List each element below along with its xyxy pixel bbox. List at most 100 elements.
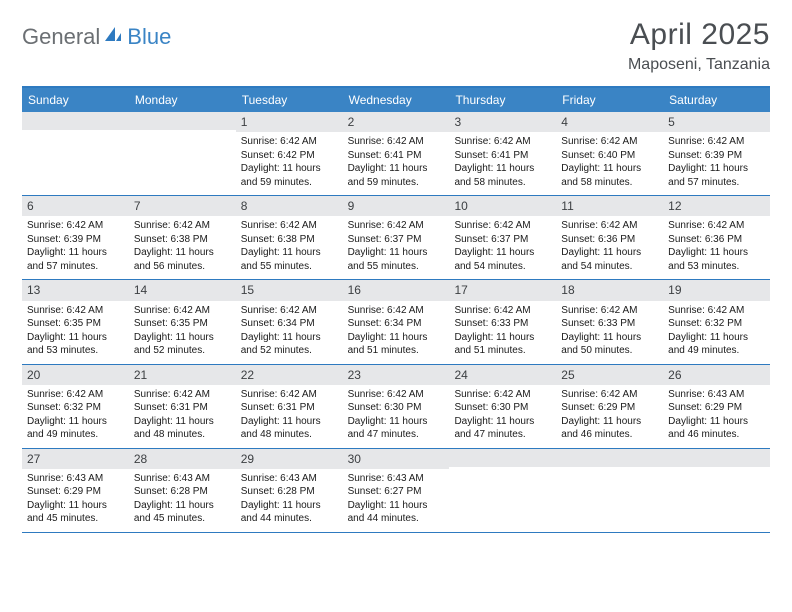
sunset-text: Sunset: 6:41 PM xyxy=(348,149,445,163)
day-details: Sunrise: 6:42 AMSunset: 6:38 PMDaylight:… xyxy=(129,216,236,279)
day-number: 15 xyxy=(236,280,343,300)
dow-friday: Friday xyxy=(556,88,663,112)
day-details: Sunrise: 6:42 AMSunset: 6:31 PMDaylight:… xyxy=(236,385,343,448)
day-details xyxy=(449,467,556,527)
day-number: 29 xyxy=(236,449,343,469)
day-number: 10 xyxy=(449,196,556,216)
day-details: Sunrise: 6:43 AMSunset: 6:28 PMDaylight:… xyxy=(236,469,343,532)
day-cell: 25Sunrise: 6:42 AMSunset: 6:29 PMDayligh… xyxy=(556,365,663,448)
sunset-text: Sunset: 6:35 PM xyxy=(134,317,231,331)
day-cell: 11Sunrise: 6:42 AMSunset: 6:36 PMDayligh… xyxy=(556,196,663,279)
day-cell: 24Sunrise: 6:42 AMSunset: 6:30 PMDayligh… xyxy=(449,365,556,448)
sunset-text: Sunset: 6:39 PM xyxy=(27,233,124,247)
sunrise-text: Sunrise: 6:42 AM xyxy=(241,304,338,318)
sunrise-text: Sunrise: 6:42 AM xyxy=(454,304,551,318)
sunrise-text: Sunrise: 6:42 AM xyxy=(134,388,231,402)
day-cell: 15Sunrise: 6:42 AMSunset: 6:34 PMDayligh… xyxy=(236,280,343,363)
sunrise-text: Sunrise: 6:43 AM xyxy=(668,388,765,402)
day-details xyxy=(22,130,129,190)
brand-sail-icon xyxy=(103,25,123,50)
day-number xyxy=(129,112,236,130)
day-details: Sunrise: 6:42 AMSunset: 6:37 PMDaylight:… xyxy=(449,216,556,279)
day-details: Sunrise: 6:42 AMSunset: 6:40 PMDaylight:… xyxy=(556,132,663,195)
day-number: 3 xyxy=(449,112,556,132)
day-cell: 28Sunrise: 6:43 AMSunset: 6:28 PMDayligh… xyxy=(129,449,236,532)
sunrise-text: Sunrise: 6:42 AM xyxy=(668,135,765,149)
sunrise-text: Sunrise: 6:42 AM xyxy=(348,135,445,149)
sunrise-text: Sunrise: 6:42 AM xyxy=(27,219,124,233)
day-details: Sunrise: 6:42 AMSunset: 6:39 PMDaylight:… xyxy=(22,216,129,279)
location-text: Maposeni, Tanzania xyxy=(628,56,770,74)
day-cell: 27Sunrise: 6:43 AMSunset: 6:29 PMDayligh… xyxy=(22,449,129,532)
dow-monday: Monday xyxy=(129,88,236,112)
sunrise-text: Sunrise: 6:42 AM xyxy=(561,304,658,318)
day-cell: 12Sunrise: 6:42 AMSunset: 6:36 PMDayligh… xyxy=(663,196,770,279)
daylight-text: Daylight: 11 hours and 51 minutes. xyxy=(454,331,551,358)
day-number: 21 xyxy=(129,365,236,385)
day-cell: 16Sunrise: 6:42 AMSunset: 6:34 PMDayligh… xyxy=(343,280,450,363)
day-cell: 30Sunrise: 6:43 AMSunset: 6:27 PMDayligh… xyxy=(343,449,450,532)
day-number: 11 xyxy=(556,196,663,216)
calendar-page: General Blue April 2025 Maposeni, Tanzan… xyxy=(0,0,792,543)
sunrise-text: Sunrise: 6:42 AM xyxy=(348,388,445,402)
day-cell xyxy=(22,112,129,195)
sunset-text: Sunset: 6:30 PM xyxy=(348,401,445,415)
day-cell: 10Sunrise: 6:42 AMSunset: 6:37 PMDayligh… xyxy=(449,196,556,279)
day-number: 7 xyxy=(129,196,236,216)
day-details: Sunrise: 6:42 AMSunset: 6:34 PMDaylight:… xyxy=(343,301,450,364)
week-row: 13Sunrise: 6:42 AMSunset: 6:35 PMDayligh… xyxy=(22,280,770,364)
day-cell: 18Sunrise: 6:42 AMSunset: 6:33 PMDayligh… xyxy=(556,280,663,363)
day-number: 5 xyxy=(663,112,770,132)
day-cell xyxy=(663,449,770,532)
brand-text-general: General xyxy=(22,24,100,50)
title-block: April 2025 Maposeni, Tanzania xyxy=(628,18,770,74)
sunrise-text: Sunrise: 6:42 AM xyxy=(348,304,445,318)
day-details: Sunrise: 6:42 AMSunset: 6:35 PMDaylight:… xyxy=(22,301,129,364)
day-details: Sunrise: 6:42 AMSunset: 6:32 PMDaylight:… xyxy=(663,301,770,364)
day-number: 8 xyxy=(236,196,343,216)
day-cell: 7Sunrise: 6:42 AMSunset: 6:38 PMDaylight… xyxy=(129,196,236,279)
day-details: Sunrise: 6:42 AMSunset: 6:30 PMDaylight:… xyxy=(449,385,556,448)
daylight-text: Daylight: 11 hours and 55 minutes. xyxy=(348,246,445,273)
daylight-text: Daylight: 11 hours and 52 minutes. xyxy=(134,331,231,358)
day-cell: 6Sunrise: 6:42 AMSunset: 6:39 PMDaylight… xyxy=(22,196,129,279)
day-cell: 29Sunrise: 6:43 AMSunset: 6:28 PMDayligh… xyxy=(236,449,343,532)
day-details: Sunrise: 6:42 AMSunset: 6:35 PMDaylight:… xyxy=(129,301,236,364)
day-cell: 21Sunrise: 6:42 AMSunset: 6:31 PMDayligh… xyxy=(129,365,236,448)
day-of-week-row: Sunday Monday Tuesday Wednesday Thursday… xyxy=(22,88,770,112)
day-cell: 14Sunrise: 6:42 AMSunset: 6:35 PMDayligh… xyxy=(129,280,236,363)
sunset-text: Sunset: 6:29 PM xyxy=(561,401,658,415)
calendar-grid: Sunday Monday Tuesday Wednesday Thursday… xyxy=(22,86,770,533)
week-row: 6Sunrise: 6:42 AMSunset: 6:39 PMDaylight… xyxy=(22,196,770,280)
sunset-text: Sunset: 6:33 PM xyxy=(561,317,658,331)
day-number: 14 xyxy=(129,280,236,300)
sunrise-text: Sunrise: 6:42 AM xyxy=(27,304,124,318)
sunrise-text: Sunrise: 6:42 AM xyxy=(454,135,551,149)
sunrise-text: Sunrise: 6:43 AM xyxy=(348,472,445,486)
sunset-text: Sunset: 6:31 PM xyxy=(241,401,338,415)
day-cell: 26Sunrise: 6:43 AMSunset: 6:29 PMDayligh… xyxy=(663,365,770,448)
daylight-text: Daylight: 11 hours and 53 minutes. xyxy=(27,331,124,358)
day-details: Sunrise: 6:42 AMSunset: 6:30 PMDaylight:… xyxy=(343,385,450,448)
sunrise-text: Sunrise: 6:42 AM xyxy=(27,388,124,402)
daylight-text: Daylight: 11 hours and 50 minutes. xyxy=(561,331,658,358)
brand-text-blue: Blue xyxy=(127,24,171,50)
day-details xyxy=(129,130,236,190)
day-number: 17 xyxy=(449,280,556,300)
daylight-text: Daylight: 11 hours and 44 minutes. xyxy=(241,499,338,526)
daylight-text: Daylight: 11 hours and 48 minutes. xyxy=(134,415,231,442)
day-cell: 20Sunrise: 6:42 AMSunset: 6:32 PMDayligh… xyxy=(22,365,129,448)
day-number: 30 xyxy=(343,449,450,469)
day-number: 9 xyxy=(343,196,450,216)
page-title: April 2025 xyxy=(628,18,770,52)
sunset-text: Sunset: 6:37 PM xyxy=(348,233,445,247)
sunrise-text: Sunrise: 6:42 AM xyxy=(241,135,338,149)
day-cell xyxy=(129,112,236,195)
day-cell: 13Sunrise: 6:42 AMSunset: 6:35 PMDayligh… xyxy=(22,280,129,363)
day-cell: 19Sunrise: 6:42 AMSunset: 6:32 PMDayligh… xyxy=(663,280,770,363)
daylight-text: Daylight: 11 hours and 46 minutes. xyxy=(668,415,765,442)
day-number: 25 xyxy=(556,365,663,385)
daylight-text: Daylight: 11 hours and 45 minutes. xyxy=(27,499,124,526)
day-number: 19 xyxy=(663,280,770,300)
day-number: 2 xyxy=(343,112,450,132)
